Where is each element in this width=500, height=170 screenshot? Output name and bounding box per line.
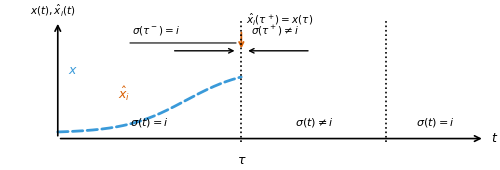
Text: $t$: $t$ bbox=[490, 132, 498, 145]
Text: $\sigma(t) \neq i$: $\sigma(t) \neq i$ bbox=[294, 116, 334, 129]
Text: $\sigma(\tau^+) \neq i$: $\sigma(\tau^+) \neq i$ bbox=[252, 24, 300, 38]
Text: $\sigma(\tau^-) = i$: $\sigma(\tau^-) = i$ bbox=[132, 24, 180, 37]
Text: $x(t), \hat{x}_i(t)$: $x(t), \hat{x}_i(t)$ bbox=[30, 2, 76, 18]
Text: $\hat{x}_i$: $\hat{x}_i$ bbox=[118, 85, 130, 103]
Text: $\hat{x}_i(\tau^+) = x(\tau)$: $\hat{x}_i(\tau^+) = x(\tau)$ bbox=[246, 11, 314, 27]
Text: $\sigma(t) = i$: $\sigma(t) = i$ bbox=[130, 116, 169, 129]
Text: $\sigma(t) = i$: $\sigma(t) = i$ bbox=[416, 116, 455, 129]
Text: $x$: $x$ bbox=[68, 64, 78, 77]
Text: $\tau$: $\tau$ bbox=[236, 154, 246, 167]
